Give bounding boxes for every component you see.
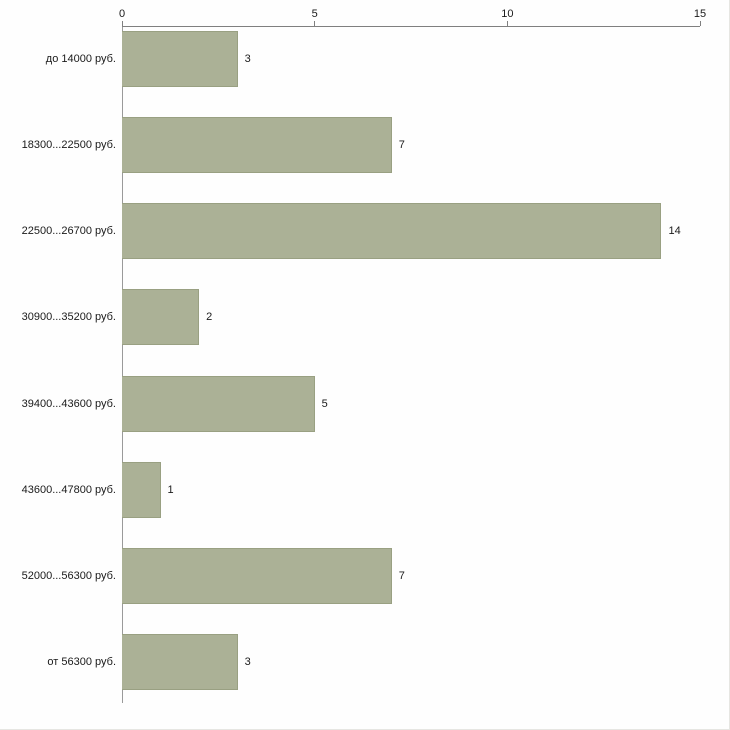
value-label: 14	[668, 225, 681, 238]
bar-area: 1	[122, 447, 700, 533]
bar	[122, 117, 392, 174]
bar	[122, 31, 238, 88]
chart-row: от 56300 руб. 3	[0, 619, 700, 705]
x-tick-label: 10	[501, 8, 514, 20]
x-tick	[506, 21, 508, 26]
chart-rows: до 14000 руб. 3 18300...22500 руб. 7 22500..…	[0, 16, 700, 705]
bar-area: 5	[122, 361, 700, 447]
value-label: 2	[206, 311, 213, 324]
value-label: 7	[398, 569, 405, 582]
bar-area: 3	[122, 16, 700, 102]
category-label: 52000...56300 руб.	[21, 569, 116, 582]
bar-area: 7	[122, 102, 700, 188]
x-tick	[314, 21, 316, 26]
category-label: до 14000 руб.	[45, 53, 116, 66]
bar	[122, 547, 392, 604]
x-axis-top: 0 5 10 15	[118, 0, 706, 27]
chart-row: до 14000 руб. 3	[0, 16, 700, 102]
x-tick-label: 0	[118, 8, 126, 20]
x-tick-label: 15	[693, 8, 707, 20]
bar	[122, 289, 200, 346]
x-tick	[121, 21, 123, 26]
x-tick	[699, 21, 701, 26]
category-label: 43600...47800 руб.	[21, 483, 116, 496]
category-label: 30900...35200 руб.	[21, 311, 116, 324]
chart-row: 52000...56300 руб. 7	[0, 533, 700, 619]
chart-row: 22500...26700 руб. 14	[0, 188, 700, 274]
y-axis-line	[122, 27, 123, 703]
bar-area: 14	[122, 188, 700, 274]
category-label: от 56300 руб.	[47, 655, 116, 668]
bar	[122, 203, 662, 260]
value-label: 3	[244, 53, 251, 66]
bar-area: 2	[122, 274, 700, 360]
value-label: 3	[244, 655, 251, 668]
chart-row: 30900...35200 руб. 2	[0, 274, 700, 360]
bar	[122, 633, 238, 690]
value-label: 7	[398, 139, 405, 152]
bar	[122, 461, 161, 518]
value-label: 1	[167, 483, 174, 496]
category-label: 22500...26700 руб.	[21, 225, 116, 238]
category-label: 39400...43600 руб.	[21, 397, 116, 410]
chart-row: 18300...22500 руб. 7	[0, 102, 700, 188]
bar-area: 7	[122, 533, 700, 619]
chart-row: 39400...43600 руб. 5	[0, 361, 700, 447]
bar	[122, 375, 315, 432]
chart-row: 43600...47800 руб. 1	[0, 447, 700, 533]
value-label: 5	[321, 397, 328, 410]
x-tick-label: 5	[311, 8, 318, 20]
category-label: 18300...22500 руб.	[21, 139, 116, 152]
bar-area: 3	[122, 619, 700, 705]
